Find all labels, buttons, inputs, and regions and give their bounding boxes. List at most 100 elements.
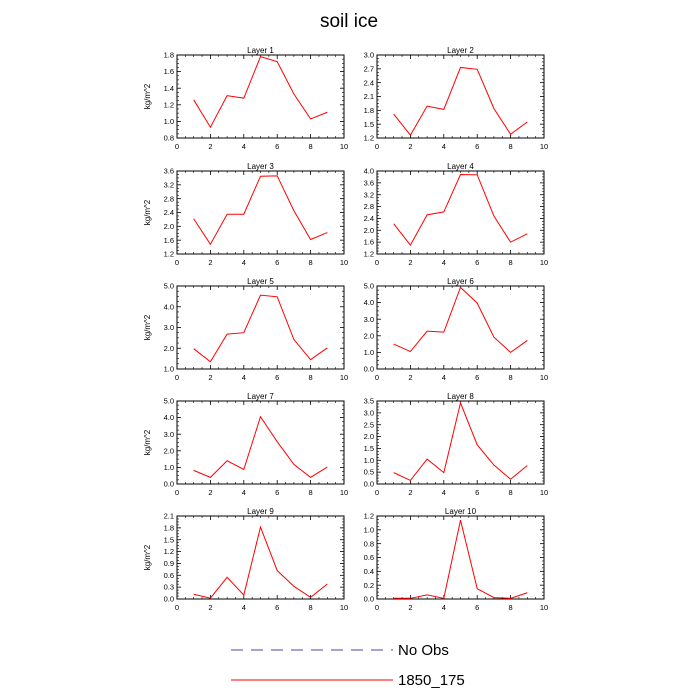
layer-1-y-axis-label: kg/m^2 [143, 83, 152, 109]
layer-5-y-tick-label: 4.0 [164, 302, 174, 311]
layer-3-y-tick-label: 3.6 [164, 167, 174, 176]
layer-8-x-tick-label: 2 [408, 488, 412, 497]
layer-10-x-tick-label: 6 [475, 603, 479, 612]
layer-3-y-axis-label: kg/m^2 [143, 199, 152, 225]
layer-7-x-tick-label: 10 [340, 488, 348, 497]
layer-1-x-tick-label: 4 [242, 142, 246, 151]
layer-1-x-tick-label: 2 [208, 142, 212, 151]
layer-10-plot-frame [376, 515, 545, 600]
layer-6-y-tick-label: 0.0 [364, 365, 374, 374]
layer-2-y-tick-label: 2.4 [364, 78, 374, 87]
layer-5-x-tick-label: 8 [309, 373, 313, 382]
chart-layer-4: Layer 4 0 2 4 6 8 10 1.2 1.6 2.0 2.4 2.8 3.2 3.6 4.0 [364, 162, 549, 267]
layer-2-x-tick-label: 10 [540, 142, 548, 151]
layer-4-x-tick-label: 4 [442, 258, 446, 267]
layer-2-y-tick-label: 2.7 [364, 64, 374, 73]
layer-10-series-line [393, 520, 528, 599]
chart-layer-2: Layer 2 0 2 4 6 8 10 1.2 1.5 1.8 2.1 2.4 2.7 3.0 [364, 46, 549, 151]
layer-3-x-tick-label: 2 [208, 258, 212, 267]
layer-7-y-tick-label: 3.0 [164, 430, 174, 439]
layer-9-x-tick-label: 2 [208, 603, 212, 612]
layer-6-x-tick-label: 8 [509, 373, 513, 382]
layer-7-x-tick-label: 2 [208, 488, 212, 497]
layer-10-y-tick-label: 0.8 [364, 539, 374, 548]
layer-3-series-line [193, 175, 328, 246]
layer-1-x-tick-label: 8 [309, 142, 313, 151]
layer-4-y-tick-label: 2.8 [364, 202, 374, 211]
layer-3-plot-frame [176, 170, 345, 255]
layer-5-title: Layer 5 [247, 277, 274, 286]
layer-9-x-tick-label: 8 [309, 603, 313, 612]
layer-4-x-tick-label: 0 [375, 258, 379, 267]
layer-5-y-tick-label: 2.0 [164, 344, 174, 353]
layer-2-x-tick-label: 8 [509, 142, 513, 151]
layer-3-y-tick-label: 3.2 [164, 180, 174, 189]
layer-1-plot-frame [176, 54, 345, 139]
chart-layer-3: Layer 3 0 2 4 6 8 10 1.2 1.6 2.0 2.4 2.8 3.2 3.6 kg/m^… [143, 162, 348, 267]
layer-8-y-tick-label: 1.5 [364, 444, 374, 453]
layer-7-y-tick-label: 5.0 [164, 397, 174, 406]
layer-3-x-tick-label: 0 [175, 258, 179, 267]
layer-7-y-axis-label: kg/m^2 [143, 429, 152, 455]
layer-3-x-tick-label: 8 [309, 258, 313, 267]
layer-1-y-tick-label: 0.8 [164, 134, 174, 143]
layer-6-y-tick-label: 5.0 [364, 282, 374, 291]
layer-8-x-tick-label: 10 [540, 488, 548, 497]
layer-1-title: Layer 1 [247, 46, 274, 55]
layer-10-title: Layer 10 [445, 507, 477, 516]
chart-layer-7: Layer 7 0 2 4 6 8 10 0.0 1.0 2.0 3.0 4.0 5.0 kg/m^2 [143, 392, 348, 497]
layer-4-x-tick-label: 2 [408, 258, 412, 267]
layer-9-x-tick-label: 10 [340, 603, 348, 612]
layer-7-series-line [193, 415, 328, 478]
layer-7-y-tick-label: 1.0 [164, 463, 174, 472]
layer-9-y-tick-label: 2.1 [164, 512, 174, 521]
layer-3-y-tick-label: 1.6 [164, 236, 174, 245]
layer-8-x-tick-label: 0 [375, 488, 379, 497]
layer-9-x-tick-label: 6 [275, 603, 279, 612]
layer-6-x-tick-label: 4 [442, 373, 446, 382]
layer-6-x-tick-label: 6 [475, 373, 479, 382]
layer-8-x-tick-label: 6 [475, 488, 479, 497]
layer-1-x-tick-label: 10 [340, 142, 348, 151]
layer-3-y-tick-label: 2.4 [164, 208, 174, 217]
figure-title: soil ice [320, 11, 378, 32]
layer-3-x-tick-label: 4 [242, 258, 246, 267]
layer-8-y-tick-label: 2.5 [364, 420, 374, 429]
layer-6-plot-frame [376, 285, 545, 370]
layer-9-y-tick-label: 1.5 [164, 535, 174, 544]
layer-5-x-tick-label: 6 [275, 373, 279, 382]
layer-2-y-tick-label: 3.0 [364, 51, 374, 60]
layer-9-y-tick-label: 1.2 [164, 547, 174, 556]
layer-10-x-tick-label: 4 [442, 603, 446, 612]
layer-8-y-tick-label: 3.5 [364, 397, 374, 406]
layer-8-y-tick-label: 0.5 [364, 468, 374, 477]
layer-10-x-tick-label: 2 [408, 603, 412, 612]
layer-10-x-tick-label: 10 [540, 603, 548, 612]
layer-7-y-tick-label: 4.0 [164, 413, 174, 422]
layer-9-title: Layer 9 [247, 507, 274, 516]
layer-6-x-tick-label: 2 [408, 373, 412, 382]
layer-1-y-tick-label: 1.4 [164, 84, 174, 93]
chart-layer-9: Layer 9 0 2 4 6 8 10 0.0 0.3 0.6 0.9 1.2 1.5 1.8 2.1 kg… [143, 507, 348, 612]
layer-10-y-tick-label: 1.2 [364, 512, 374, 521]
layer-5-plot-frame [176, 285, 345, 370]
layer-5-x-tick-label: 2 [208, 373, 212, 382]
layer-6-y-tick-label: 3.0 [364, 315, 374, 324]
layer-5-x-tick-label: 0 [175, 373, 179, 382]
layer-1-series-line [193, 56, 328, 129]
layer-7-x-tick-label: 6 [275, 488, 279, 497]
layer-8-y-tick-label: 1.0 [364, 456, 374, 465]
layer-9-x-tick-label: 4 [242, 603, 246, 612]
layer-5-y-tick-label: 3.0 [164, 323, 174, 332]
layer-4-series-line [393, 174, 528, 247]
legend: No Obs 1850_175 [231, 642, 465, 689]
layer-8-y-tick-label: 2.0 [364, 432, 374, 441]
layer-2-x-tick-label: 2 [408, 142, 412, 151]
legend-label-1850-175: 1850_175 [398, 672, 465, 689]
layer-5-x-tick-label: 10 [340, 373, 348, 382]
chart-layer-5: Layer 5 0 2 4 6 8 10 1.0 2.0 3.0 4.0 5.0 kg/m^2 [143, 277, 348, 382]
chart-layer-1: Layer 1 0 2 4 6 8 10 0.8 1.0 1.2 1.4 1.6 1.8 kg/m^2 [143, 46, 348, 151]
layer-7-x-tick-label: 8 [309, 488, 313, 497]
layer-2-x-tick-label: 6 [475, 142, 479, 151]
layer-10-y-tick-label: 0.0 [364, 595, 374, 604]
